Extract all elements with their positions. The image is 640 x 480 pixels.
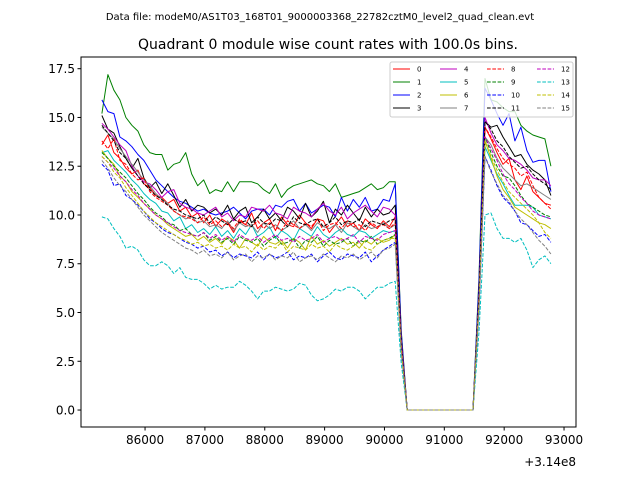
legend-label-3: 3 <box>417 105 421 113</box>
legend-label-0: 0 <box>417 66 421 74</box>
x-tick-label: 93000 <box>545 433 583 447</box>
y-axis: 0.0 2.5 5.0 7.5 10.0 12.5 15.0 17.5 <box>48 62 81 418</box>
legend-label-8: 8 <box>511 66 515 74</box>
legend-label-6: 6 <box>464 92 469 100</box>
legend-box <box>389 61 574 118</box>
legend-label-10: 10 <box>511 92 520 100</box>
y-tick-label: 7.5 <box>56 257 75 271</box>
legend-label-9: 9 <box>511 79 515 87</box>
y-tick-label: 2.5 <box>56 355 75 369</box>
x-axis: 86000 87000 88000 89000 90000 91000 92000 93000 <box>126 427 583 447</box>
series-line-15 <box>101 156 552 411</box>
legend-label-1: 1 <box>417 79 421 87</box>
y-tick-label: 5.0 <box>56 306 75 320</box>
y-tick-label: 12.5 <box>48 160 75 174</box>
legend-label-13: 13 <box>561 79 570 87</box>
figure-suptitle: Data file: modeM0/AS1T03_168T01_90000033… <box>106 12 534 23</box>
axes-frame <box>80 56 577 428</box>
x-tick-label: 88000 <box>246 433 284 447</box>
y-tick-label: 10.0 <box>48 208 75 222</box>
legend-label-14: 14 <box>561 92 570 100</box>
x-tick-label: 89000 <box>306 433 344 447</box>
x-tick-label: 90000 <box>365 433 403 447</box>
x-offset-label: +3.14e8 <box>524 455 576 469</box>
legend-label-12: 12 <box>561 66 570 74</box>
legend-label-2: 2 <box>417 92 421 100</box>
legend-label-4: 4 <box>464 66 469 74</box>
series-line-10 <box>101 156 552 411</box>
legend-label-15: 15 <box>561 105 570 113</box>
y-tick-label: 15.0 <box>48 111 75 125</box>
legend-label-7: 7 <box>464 105 468 113</box>
y-tick-label: 0.0 <box>56 404 75 418</box>
x-tick-label: 92000 <box>485 433 523 447</box>
legend-label-5: 5 <box>464 79 468 87</box>
chart-title: Quadrant 0 module wise count rates with … <box>138 37 518 53</box>
legend-label-11: 11 <box>511 105 520 113</box>
x-tick-label: 91000 <box>425 433 463 447</box>
series-line-13 <box>101 212 552 411</box>
series-lines <box>101 74 552 411</box>
x-tick-label: 87000 <box>186 433 224 447</box>
x-tick-label: 86000 <box>126 433 164 447</box>
y-tick-label: 17.5 <box>48 62 75 76</box>
